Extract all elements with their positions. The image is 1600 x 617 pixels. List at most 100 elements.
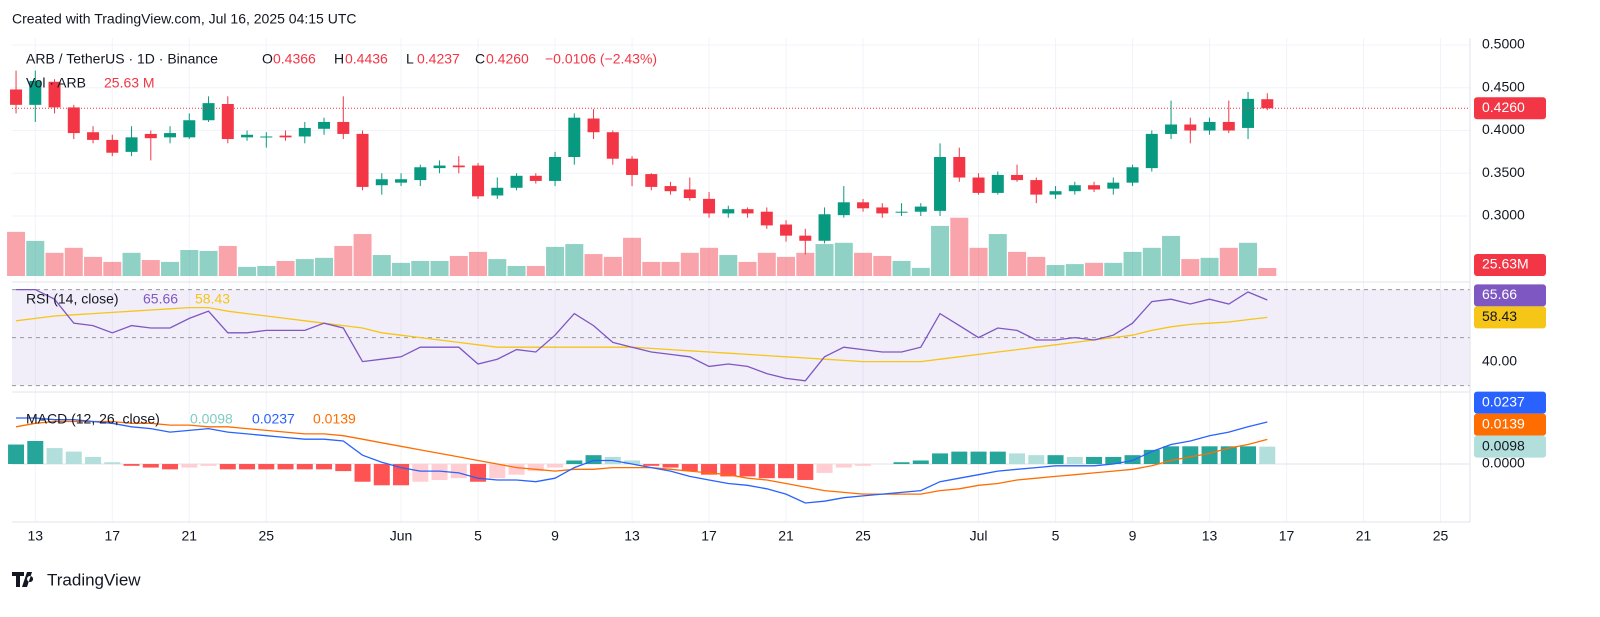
volume-bar (1258, 267, 1277, 276)
candle-body (972, 177, 985, 193)
candle-body (1011, 174, 1024, 181)
macd-histogram-bar (855, 464, 872, 466)
volume-bar (911, 267, 930, 276)
macd-histogram-bar (123, 464, 140, 466)
ohlc-value: 0.4366 (273, 51, 316, 67)
macd-histogram-bar (335, 464, 352, 472)
volume-bar (931, 225, 950, 276)
volume-bar (988, 234, 1007, 276)
volume-bar (661, 261, 680, 276)
volume-bar (854, 252, 873, 276)
candle-body (87, 132, 100, 140)
candle-body (491, 187, 504, 196)
rsi-ma-label: 58.43 (1482, 308, 1517, 324)
macd-histogram-bar (797, 464, 814, 480)
macd-histogram-bar (970, 451, 987, 465)
brand: TradingView (12, 570, 141, 589)
macd-histogram-bar (1086, 456, 1103, 465)
volume-bar (84, 256, 103, 276)
candle-body (433, 165, 446, 169)
ohlc-value: 0.4436 (345, 51, 388, 67)
volume-bar (392, 262, 411, 276)
candle-body (626, 158, 639, 175)
y-tick-label: 0.3000 (1482, 207, 1525, 223)
candle-body (472, 165, 485, 197)
x-tick-label: 9 (1129, 528, 1137, 544)
candle-body (414, 167, 427, 181)
volume-bar (1162, 235, 1181, 276)
volume-bar (584, 254, 603, 276)
candle-body (1107, 182, 1120, 189)
volume-label: 25.63M (1482, 256, 1529, 272)
macd-histogram-bar (835, 464, 852, 468)
volume-bar (218, 245, 237, 276)
candle-body (934, 157, 947, 211)
macd-histogram-bar (720, 464, 737, 477)
candle-body (10, 89, 23, 105)
volume-bar (834, 242, 853, 276)
ohlc-letter: H (334, 51, 344, 67)
volume-bar (642, 261, 661, 276)
ohlc-value: 0.4237 (417, 51, 460, 67)
rsi-line (16, 288, 1268, 382)
volume-bar (26, 240, 45, 276)
candle-body (375, 179, 388, 186)
macd-histogram-bar (1182, 446, 1199, 465)
symbol: ARB / TetherUS · 1D · Binance (26, 51, 218, 67)
macd-histogram-bar (585, 455, 602, 465)
volume-bar (507, 265, 526, 276)
signal-box (1474, 413, 1546, 436)
volume-bar (796, 252, 815, 276)
macd-histogram-bar (373, 464, 390, 486)
volume-bar (488, 259, 507, 276)
volume-box (1474, 254, 1546, 276)
macd-histogram-bar (8, 444, 25, 465)
volume-bar (815, 244, 834, 276)
macd-histogram-bar (1009, 453, 1026, 465)
macd-box (1474, 391, 1546, 414)
x-tick-label: 25 (1433, 528, 1449, 544)
x-tick-label: 13 (1202, 528, 1218, 544)
histogram-label: 0.0098 (1482, 437, 1525, 453)
macd-histogram-bar (1220, 446, 1237, 465)
macd-histogram-bar (277, 464, 294, 470)
candle-body (1049, 191, 1062, 195)
candle-body (857, 202, 870, 209)
candle-body (106, 139, 119, 153)
volume-bar (411, 260, 430, 276)
macd-histogram-bar (547, 464, 564, 468)
candle-body (298, 127, 311, 137)
candle-body (241, 134, 254, 138)
volume-bar (1027, 256, 1046, 276)
y-tick-label: 0.3500 (1482, 164, 1525, 180)
candle-body (337, 121, 350, 134)
candle-body (1165, 124, 1178, 134)
macd-histogram-bar (527, 464, 544, 472)
y-tick-label: 0.4000 (1482, 121, 1525, 137)
candle-body (991, 174, 1004, 193)
change: −0.0106 (−2.43%) (545, 51, 657, 67)
macd-histogram-bar (412, 464, 429, 482)
macd-value: 0.0237 (252, 411, 295, 427)
volume-bar (680, 252, 699, 276)
volume-bar (45, 252, 64, 276)
x-tick-label: 25 (259, 528, 275, 544)
macd-histogram-bar (624, 460, 641, 465)
macd-tick-label: 0.0000 (1482, 455, 1525, 471)
price-box (1474, 97, 1546, 120)
x-tick-label: 21 (1356, 528, 1372, 544)
macd-histogram-bar (508, 464, 525, 475)
volume-bar (103, 261, 122, 276)
macd-histogram-bar (1028, 455, 1045, 465)
x-tick-label: 17 (1279, 528, 1295, 544)
candle-body (914, 206, 927, 212)
volume-bar (1104, 262, 1123, 276)
rsi-value: 65.66 (143, 291, 178, 307)
candle-body (29, 80, 42, 105)
legend: ARB / TetherUS · 1D · Binance O 0.4366 H… (26, 51, 657, 427)
macd-histogram-bar (778, 464, 795, 479)
volume-bar (353, 234, 372, 276)
macd-histogram-bar (431, 464, 448, 480)
macd-histogram-bar (85, 456, 102, 465)
